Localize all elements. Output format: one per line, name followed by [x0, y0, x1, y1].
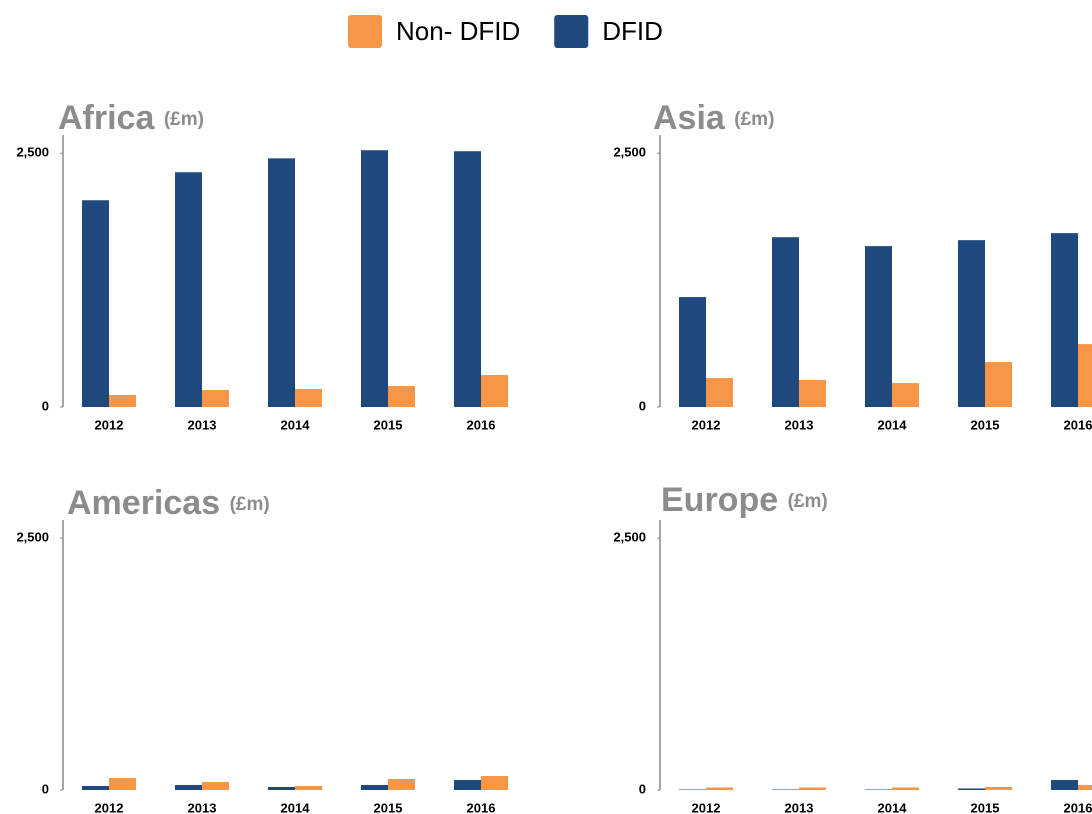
bar [361, 784, 388, 790]
panel-title: Asia (£m) [653, 99, 774, 137]
bar [268, 786, 295, 790]
bar [268, 158, 295, 407]
legend-swatch [554, 15, 589, 48]
bar [361, 150, 388, 407]
bar [772, 237, 799, 407]
panel-title-text: Asia [653, 99, 726, 137]
x-tick-label: 2015 [971, 417, 1000, 432]
panel: Asia (£m) 0 2,500 2012 2013 2014 2015 2016 [613, 99, 1092, 432]
x-tick-label: 2013 [785, 800, 814, 814]
bar [454, 151, 481, 407]
bar [1078, 344, 1092, 407]
bar [679, 297, 706, 407]
y-tick-label: 0 [639, 398, 646, 413]
y-tick-label: 0 [42, 398, 49, 413]
x-tick-label: 2012 [692, 800, 721, 814]
panel-unit: (£m) [164, 109, 204, 130]
bar [1051, 233, 1078, 407]
legend-label: DFID [602, 16, 663, 46]
bar [202, 390, 229, 407]
bar [82, 200, 109, 407]
bar [706, 787, 733, 790]
bar [892, 787, 919, 790]
x-tick-label: 2014 [878, 800, 908, 814]
bar [295, 389, 322, 407]
bar [295, 785, 322, 790]
bar [985, 786, 1012, 790]
panel-title: Americas (£m) [67, 484, 270, 522]
bar [454, 780, 481, 790]
y-tick-label: 2,500 [16, 145, 49, 160]
bar [865, 789, 892, 790]
y-tick-label: 0 [42, 781, 49, 796]
bar [481, 375, 508, 407]
panel-unit: (£m) [230, 494, 270, 515]
bar [109, 778, 136, 790]
panel-unit: (£m) [734, 109, 774, 130]
panel-title-text: Europe [661, 481, 778, 519]
bar [799, 787, 826, 790]
x-tick-label: 2016 [1064, 417, 1092, 432]
x-tick-label: 2015 [971, 800, 1000, 814]
bar [772, 789, 799, 790]
bar [1078, 784, 1092, 790]
bar [388, 385, 415, 407]
bar [481, 775, 508, 790]
bar [175, 172, 202, 407]
bar [1051, 780, 1078, 790]
x-tick-label: 2016 [1064, 800, 1092, 814]
x-tick-label: 2016 [467, 800, 496, 814]
x-tick-label: 2013 [785, 417, 814, 432]
panel-title: Africa (£m) [58, 99, 204, 137]
x-tick-label: 2014 [281, 417, 311, 432]
panel-title-text: Americas [67, 484, 220, 522]
y-tick-label: 0 [639, 781, 646, 796]
panel-unit: (£m) [788, 491, 828, 512]
bar [958, 240, 985, 407]
bar [799, 380, 826, 407]
bar [865, 246, 892, 407]
x-tick-label: 2014 [878, 417, 908, 432]
panel: Americas (£m) 0 2,500 2012 2013 2014 2015 2016 [16, 484, 508, 814]
x-tick-label: 2013 [188, 800, 217, 814]
bar [202, 782, 229, 790]
panel-title-text: Africa [58, 99, 155, 137]
x-tick-label: 2014 [281, 800, 311, 814]
panel: Europe (£m) 0 2,500 2012 2013 2014 2015 2016 [613, 481, 1092, 814]
panel: Africa (£m) 0 2,500 2012 2013 2014 2015 2016 [16, 99, 508, 432]
x-tick-label: 2012 [692, 417, 721, 432]
bar [679, 789, 706, 790]
bar [109, 395, 136, 407]
y-tick-label: 2,500 [613, 145, 646, 160]
x-tick-label: 2015 [374, 800, 403, 814]
bar [706, 378, 733, 407]
bar [388, 779, 415, 790]
bar [892, 383, 919, 407]
x-tick-label: 2012 [95, 417, 124, 432]
legend-label: Non- DFID [396, 16, 520, 46]
legend-swatch [348, 15, 382, 48]
bar [985, 362, 1012, 407]
y-tick-label: 2,500 [613, 530, 646, 545]
y-tick-label: 2,500 [16, 530, 49, 545]
bar [958, 788, 985, 790]
bar [175, 784, 202, 790]
legend: Non- DFID DFID [348, 15, 663, 48]
bar [82, 785, 109, 790]
x-tick-label: 2015 [374, 417, 403, 432]
x-tick-label: 2016 [467, 417, 496, 432]
panel-title: Europe (£m) [661, 481, 828, 519]
x-tick-label: 2012 [95, 800, 124, 814]
x-tick-label: 2013 [188, 417, 217, 432]
